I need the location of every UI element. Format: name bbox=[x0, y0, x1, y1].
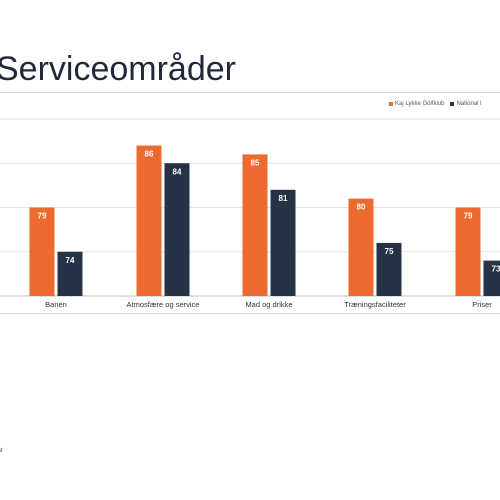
data-label-2-5: 73 bbox=[492, 265, 500, 274]
bar-1-5 bbox=[455, 207, 481, 296]
bar-2-2 bbox=[164, 163, 190, 296]
bar-1-3 bbox=[242, 154, 268, 296]
legend-swatch-series-2 bbox=[450, 102, 455, 106]
data-label-1-3: 85 bbox=[251, 158, 260, 167]
category-label-2: Atmosfære og service bbox=[127, 300, 200, 309]
data-label-1-1: 79 bbox=[38, 212, 47, 221]
category-label-1: Banen bbox=[45, 300, 67, 309]
data-label-2-4: 75 bbox=[385, 247, 394, 256]
category-label-5: Priser bbox=[472, 300, 492, 309]
chart-frame bbox=[0, 92, 500, 314]
data-label-2-2: 84 bbox=[173, 167, 182, 176]
bar-2-3 bbox=[270, 189, 296, 296]
category-label-3: Mad og drikke bbox=[245, 300, 292, 309]
bar-1-1 bbox=[29, 207, 55, 296]
data-label-2-3: 81 bbox=[279, 194, 288, 203]
bar-1-4 bbox=[348, 198, 374, 296]
legend-swatch-series-1 bbox=[389, 102, 393, 106]
data-label-2-1: 74 bbox=[66, 256, 75, 265]
legend-label-series-1: Kaj Lykke Golfklub bbox=[395, 101, 445, 107]
data-label-1-5: 79 bbox=[464, 212, 473, 221]
legend-item-series-1: Kaj Lykke Golfklub bbox=[389, 101, 444, 107]
data-label-1-4: 80 bbox=[357, 203, 366, 212]
category-label-4: Træningsfaciliteter bbox=[344, 300, 406, 309]
footnote: st bbox=[0, 448, 3, 454]
legend-item-series-2: National l bbox=[450, 101, 481, 107]
legend-label-series-2: National l bbox=[456, 101, 482, 107]
data-label-1-2: 86 bbox=[145, 150, 154, 159]
bar-2-1 bbox=[57, 251, 83, 296]
bar-2-5 bbox=[483, 260, 500, 296]
bar-2-4 bbox=[376, 242, 402, 296]
chart-legend: Kaj Lykke Golfklub National l bbox=[389, 99, 481, 109]
bar-1-2 bbox=[136, 145, 162, 296]
page-title: Serviceområder bbox=[0, 50, 236, 88]
